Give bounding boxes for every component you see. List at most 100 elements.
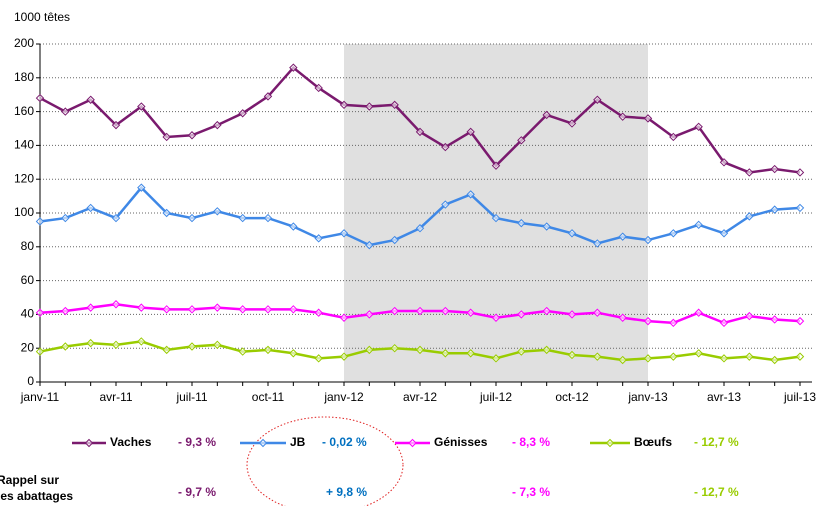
data-point (618, 313, 627, 322)
data-point (593, 95, 602, 104)
annotation-ellipse (246, 416, 404, 506)
data-point (719, 354, 729, 363)
data-point (491, 354, 501, 363)
data-point (795, 352, 805, 361)
data-point (162, 208, 171, 218)
data-point (86, 338, 95, 348)
data-point (517, 310, 526, 319)
data-point (770, 315, 779, 324)
data-point (187, 342, 197, 351)
data-point (137, 102, 146, 111)
data-point (643, 354, 653, 363)
rappel-label: les abattages (0, 489, 73, 503)
data-point (745, 352, 754, 361)
data-point (415, 345, 425, 355)
data-point (339, 100, 349, 110)
data-point (643, 114, 653, 123)
legend-label: JB (290, 435, 306, 449)
data-point (365, 102, 374, 111)
data-point (618, 355, 627, 365)
x-tick-label: avr-13 (707, 390, 741, 404)
data-point (339, 313, 349, 322)
y-tick-label: 100 (14, 205, 34, 219)
data-point (365, 345, 374, 355)
data-point (111, 120, 121, 130)
data-point (466, 349, 475, 358)
data-point (61, 213, 70, 223)
x-tick-label: avr-11 (99, 390, 132, 404)
data-point (86, 95, 95, 104)
data-point (593, 352, 602, 361)
data-point (263, 213, 273, 223)
data-point (35, 217, 45, 226)
data-point (263, 305, 273, 314)
data-point (694, 220, 703, 230)
data-point (238, 305, 247, 314)
data-point (795, 203, 805, 213)
data-point (466, 308, 475, 317)
data-point (162, 345, 171, 355)
data-point (441, 306, 450, 316)
data-point (111, 340, 121, 350)
data-point (415, 224, 425, 233)
data-point (745, 168, 754, 177)
data-point (365, 310, 374, 319)
rappel-label: Rappel sur (0, 473, 59, 487)
data-point (618, 232, 627, 241)
data-point (35, 93, 45, 103)
data-point (745, 311, 754, 321)
data-point (466, 127, 475, 137)
data-point (567, 350, 577, 360)
data-point (669, 229, 678, 238)
data-point (213, 340, 222, 350)
y-tick-label: 120 (14, 171, 34, 185)
legend-marker (84, 438, 94, 448)
y-tick-label: 160 (14, 104, 34, 118)
data-point (86, 303, 95, 312)
data-point (390, 100, 399, 110)
data-point (35, 347, 45, 356)
data-point (289, 63, 298, 72)
data-point (491, 161, 501, 170)
data-point (263, 92, 273, 101)
y-axis-label: 1000 têtes (14, 10, 70, 24)
data-point (162, 132, 171, 142)
x-tick-label: janv-11 (20, 390, 60, 404)
data-point (517, 218, 526, 228)
data-point (111, 300, 121, 309)
data-point (238, 347, 247, 356)
data-point (542, 345, 551, 355)
y-tick-label: 200 (14, 36, 34, 50)
data-point (213, 207, 222, 216)
data-point (390, 343, 399, 353)
data-point (517, 347, 526, 356)
y-tick-label: 20 (21, 340, 35, 354)
data-point (415, 127, 425, 137)
data-point (289, 349, 298, 358)
change-label: - 12,7 % (694, 435, 739, 449)
data-point (314, 234, 323, 243)
x-tick-label: juil-12 (479, 390, 512, 404)
data-point (593, 239, 602, 248)
legend-label: Génisses (434, 435, 488, 449)
x-tick-label: janv-13 (627, 390, 668, 404)
data-point (542, 306, 551, 316)
legend-label: Bœufs (634, 435, 672, 449)
data-point (61, 107, 70, 116)
x-tick-label: oct-12 (555, 390, 589, 404)
data-point (61, 342, 70, 351)
data-point (213, 303, 222, 312)
data-point (390, 306, 399, 316)
data-point (491, 213, 501, 223)
x-tick-label: juil-11 (175, 390, 207, 404)
data-point (694, 349, 703, 358)
data-point (517, 136, 526, 145)
data-point (643, 316, 653, 326)
data-point (618, 112, 627, 121)
data-point (567, 229, 577, 238)
data-point (213, 120, 222, 130)
data-point (770, 164, 779, 174)
data-point (314, 308, 323, 317)
data-point (593, 308, 602, 317)
y-tick-label: 0 (27, 374, 34, 388)
